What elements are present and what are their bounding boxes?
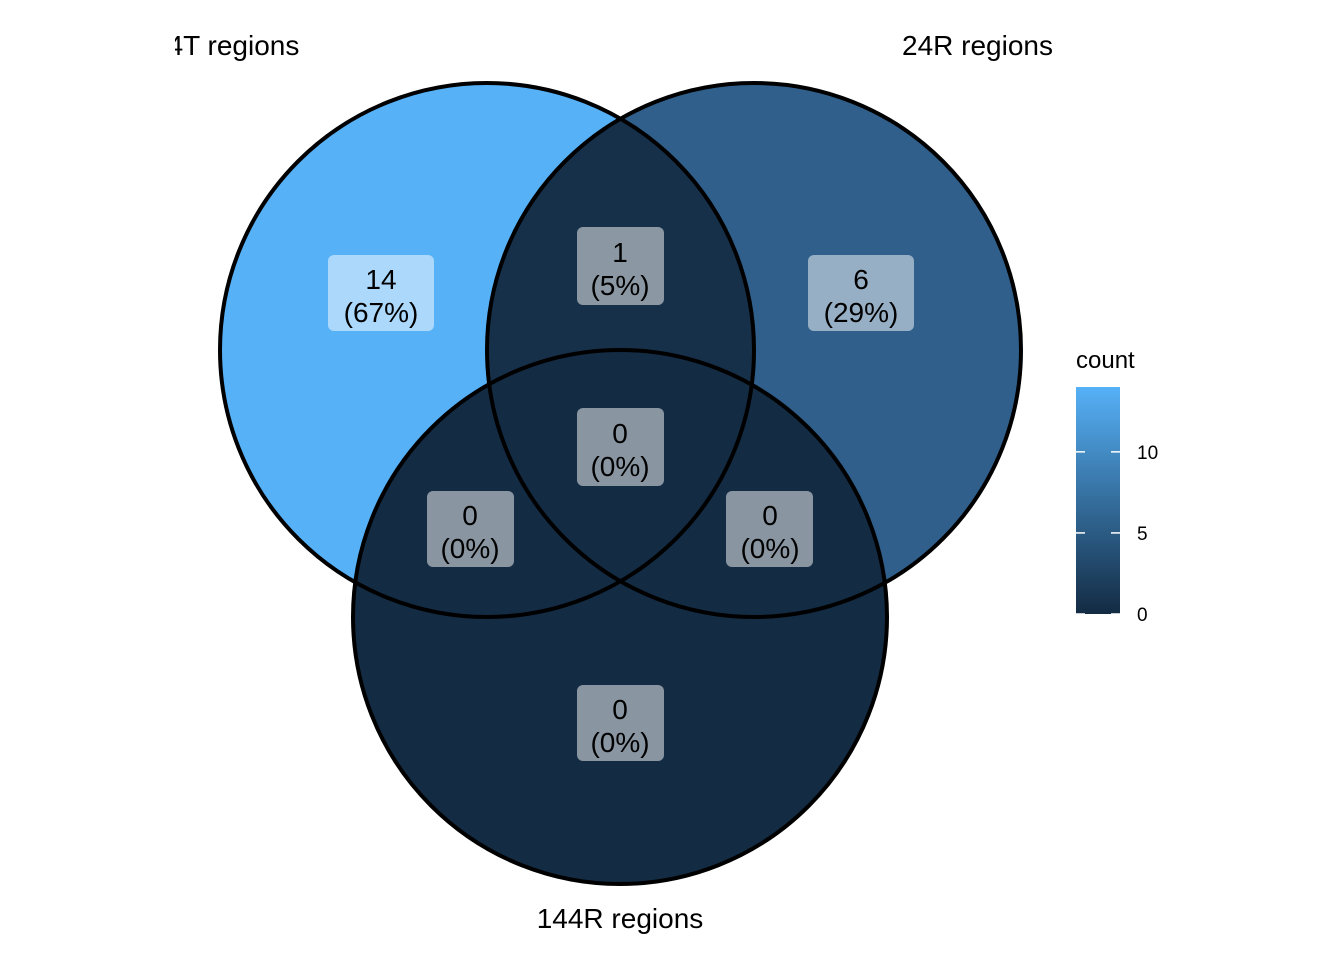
set-label-144r: 144R regions: [537, 903, 704, 934]
region-bc-fill: [487, 350, 887, 617]
svg-text:0: 0: [762, 500, 778, 531]
region-label-b-only: 6 (29%): [808, 255, 914, 331]
region-label-ac: 0 (0%): [427, 491, 514, 567]
legend-ticks: 0 5 10: [1076, 443, 1158, 626]
legend-tick-label: 10: [1137, 443, 1158, 464]
svg-text:14: 14: [365, 264, 396, 295]
set-label-24t: 24T regions: [152, 30, 299, 61]
legend-title: count: [1076, 347, 1135, 374]
region-label-abc: 0 (0%): [577, 408, 664, 486]
svg-text:(29%): (29%): [824, 297, 899, 328]
svg-text:1: 1: [612, 237, 628, 268]
set-b-outline: [485, 81, 1023, 619]
svg-text:(0%): (0%): [740, 533, 799, 564]
svg-text:0: 0: [462, 500, 478, 531]
region-label-c-only: 0 (0%): [577, 685, 664, 761]
svg-text:(0%): (0%): [590, 727, 649, 758]
region-label-ab: 1 (5%): [577, 227, 664, 305]
legend-tick-label: 5: [1137, 524, 1148, 545]
legend-colorbar: [1076, 387, 1120, 614]
svg-text:(0%): (0%): [440, 533, 499, 564]
svg-text:6: 6: [853, 264, 869, 295]
legend-tick-label: 0: [1137, 605, 1148, 626]
set-a-outline: [218, 81, 756, 619]
svg-text:(5%): (5%): [590, 270, 649, 301]
legend: count 0 5 10: [1076, 347, 1158, 626]
svg-text:(67%): (67%): [344, 297, 419, 328]
svg-text:0: 0: [612, 694, 628, 725]
set-label-24r: 24R regions: [902, 30, 1053, 61]
region-label-bc: 0 (0%): [726, 491, 813, 567]
svg-text:(0%): (0%): [590, 451, 649, 482]
region-label-a-only: 14 (67%): [328, 255, 434, 331]
svg-text:0: 0: [612, 418, 628, 449]
set-c-outline: [351, 348, 889, 886]
